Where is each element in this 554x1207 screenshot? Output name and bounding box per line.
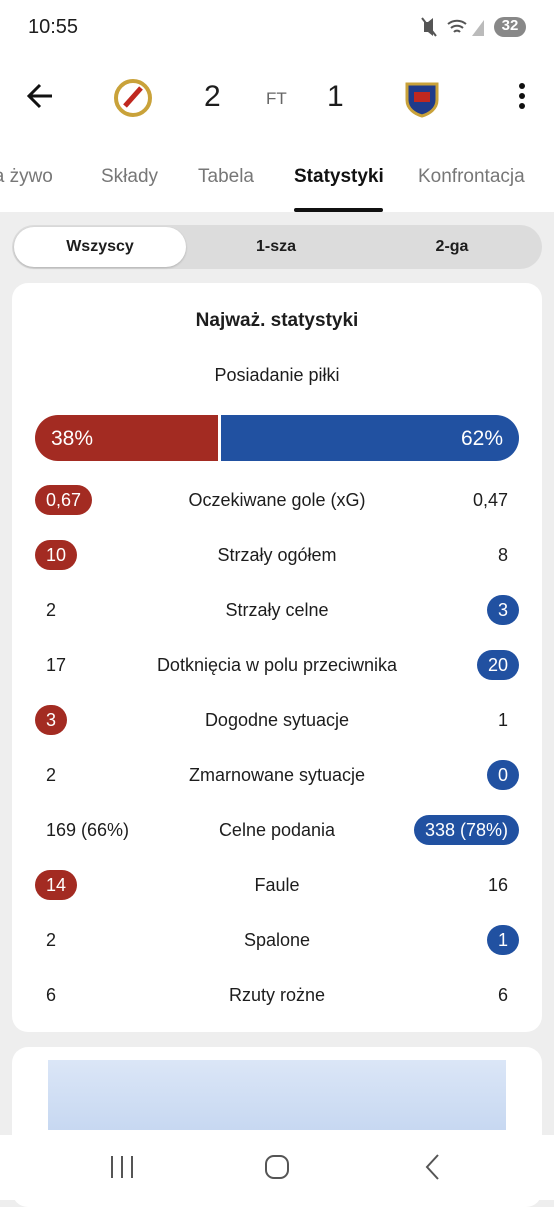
possession-bar: 38% 62% — [35, 415, 519, 461]
home-logo[interactable] — [113, 78, 153, 118]
stat-name: Spalone — [243, 930, 311, 950]
stat-name: Strzały ogółem — [217, 545, 337, 565]
stat-name: Rzuty rożne — [228, 985, 326, 1005]
card-title: Najważ. statystyki — [195, 310, 359, 331]
clock: 10:55 — [28, 16, 79, 38]
home-value: 0,67 — [35, 485, 93, 515]
stat-name: Dogodne sytuacje — [204, 710, 350, 730]
home-value: 3 — [35, 705, 68, 735]
home-value: 2 — [46, 600, 57, 620]
stat-row: 3 Dogodne sytuacje 1 — [12, 700, 542, 740]
period-switch: Wszyscy 1-sza 2-ga — [12, 225, 542, 269]
stat-name: Oczekiwane gole (xG) — [188, 490, 366, 510]
stat-row: 169 (66%) Celne podania 338 (78%) — [12, 810, 542, 850]
period-option[interactable]: 2-ga — [435, 238, 469, 255]
top-bar — [0, 0, 554, 212]
stat-row: 10 Strzały ogółem 8 — [12, 535, 542, 575]
home-score: 2 — [204, 80, 221, 113]
tab[interactable]: Na żywo — [0, 166, 53, 187]
away-value: 3 — [486, 595, 519, 625]
away-logo[interactable] — [402, 78, 442, 118]
possession-segment: 38% — [35, 415, 218, 461]
home-value: 14 — [35, 870, 78, 900]
possession-value: 38% — [51, 427, 94, 450]
away-value: 1 — [486, 925, 519, 955]
tab-indicator — [294, 208, 383, 212]
home-value: 10 — [35, 540, 78, 570]
away-value: 0 — [486, 760, 519, 790]
tab[interactable]: Tabela — [198, 166, 254, 187]
possession-value: 62% — [460, 427, 503, 450]
stat-row: 2 Spalone 1 — [12, 920, 542, 960]
home-value: 6 — [46, 985, 57, 1005]
stat-row: 14 Faule 16 — [12, 865, 542, 905]
period-option[interactable]: Wszyscy — [14, 227, 186, 267]
battery: 32 — [501, 17, 519, 34]
home-value: 2 — [46, 930, 57, 950]
home-value: 17 — [46, 655, 67, 675]
period-option[interactable]: 1-sza — [255, 238, 297, 255]
stats-card: Najważ. statystyki Posiadanie piłki 38% 6… — [12, 283, 542, 1032]
tab[interactable]: Konfrontacja — [418, 166, 525, 187]
stat-name: Zmarnowane sytuacje — [188, 765, 366, 785]
stat-row: 2 Strzały celne 3 — [12, 590, 542, 630]
status-icons — [421, 17, 526, 37]
stat-row: 6 Rzuty rożne 6 — [12, 975, 542, 1015]
away-value: 8 — [497, 545, 508, 565]
nav-bar — [0, 1135, 554, 1200]
away-value: 6 — [497, 985, 508, 1005]
possession-segment: 62% — [220, 415, 519, 461]
tab[interactable]: Składy — [101, 166, 159, 187]
stat-row: 2 Zmarnowane sytuacje 0 — [12, 755, 542, 795]
match-status: FT — [266, 89, 287, 108]
back-button[interactable] — [26, 82, 56, 110]
stat-name: Dotknięcia w polu przeciwnika — [156, 655, 398, 675]
away-value: 16 — [487, 875, 508, 895]
stat-name: Faule — [254, 875, 300, 895]
ad-banner — [48, 1060, 506, 1130]
away-value: 0,47 — [472, 490, 508, 510]
stat-name: Strzały celne — [225, 600, 329, 620]
home-value: 2 — [46, 765, 57, 785]
menu-button[interactable] — [514, 82, 530, 112]
away-value: 338 (78%) — [413, 815, 519, 845]
away-score: 1 — [327, 80, 344, 113]
possession-label: Posiadanie piłki — [214, 365, 340, 385]
away-value: 1 — [497, 710, 508, 730]
away-value: 20 — [476, 650, 519, 680]
nav-icons — [111, 1154, 439, 1180]
tab[interactable]: Statystyki — [294, 166, 384, 187]
stat-name: Celne podania — [218, 820, 336, 840]
home-value: 169 (66%) — [46, 820, 130, 840]
stat-row: 17 Dotknięcia w polu przeciwnika 20 — [12, 645, 542, 685]
stat-row: 0,67 Oczekiwane gole (xG) 0,47 — [12, 480, 542, 520]
